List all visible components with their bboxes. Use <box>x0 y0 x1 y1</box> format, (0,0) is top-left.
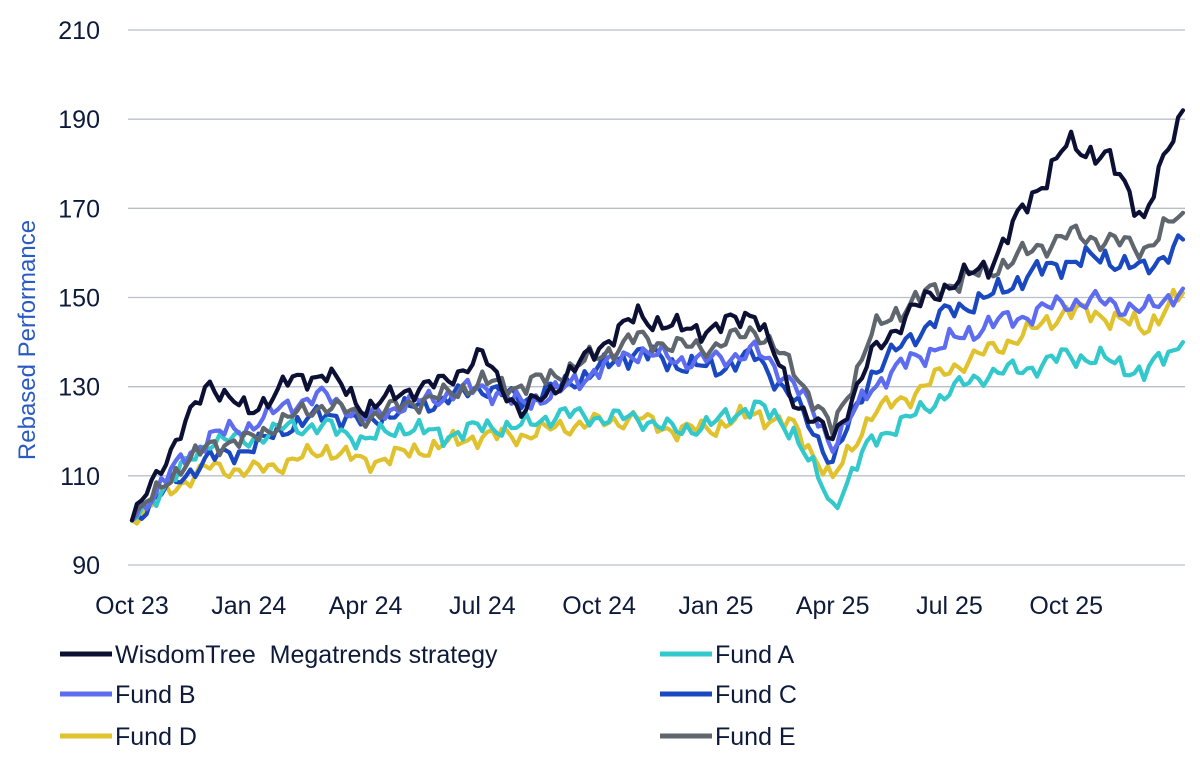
series-line <box>129 210 1186 523</box>
legend-label: Fund B <box>115 681 196 709</box>
legend-label: Fund E <box>715 723 796 751</box>
y-axis-ticks: 90 110 130 150 170 190 210 <box>58 17 100 580</box>
legend-item: Fund C <box>660 681 797 709</box>
series-line <box>129 286 1186 523</box>
legend-item: Fund A <box>660 641 795 669</box>
x-tick-label: Jul 25 <box>916 592 983 620</box>
legend-item: WisdomTree Megatrends strategy <box>60 641 498 669</box>
series-line <box>129 287 1186 526</box>
y-tick-label: 110 <box>60 463 100 491</box>
x-tick-label: Apr 24 <box>329 592 403 620</box>
legend-item: Fund D <box>60 723 197 751</box>
legend: WisdomTree Megatrends strategy Fund A Fund… <box>60 641 797 751</box>
legend-label: WisdomTree Megatrends strategy <box>115 641 498 669</box>
series-lines <box>129 108 1186 526</box>
gridlines <box>128 29 1185 566</box>
x-tick-label: Jan 25 <box>678 592 753 620</box>
y-tick-label: 190 <box>58 106 100 134</box>
y-tick-label: 150 <box>58 285 100 313</box>
x-tick-label: Oct 24 <box>562 592 636 620</box>
legend-label: Fund C <box>715 681 797 709</box>
y-tick-label: 130 <box>58 374 100 402</box>
x-tick-label: Apr 25 <box>796 592 870 620</box>
legend-label: Fund D <box>115 723 197 751</box>
series-line <box>129 108 1186 523</box>
series-line <box>129 340 1186 523</box>
x-tick-label: Oct 25 <box>1029 592 1103 620</box>
legend-item: Fund E <box>660 723 796 751</box>
x-axis-ticks: Oct 23 Jan 24 Apr 24 Jul 24 Oct 24 Jan 25 Apr … <box>95 592 1103 620</box>
y-tick-label: 170 <box>58 195 100 223</box>
x-tick-label: Oct 23 <box>95 592 169 620</box>
y-tick-label: 210 <box>58 17 100 45</box>
legend-label: Fund A <box>715 641 795 669</box>
x-tick-label: Jan 24 <box>211 592 286 620</box>
legend-item: Fund B <box>60 681 196 709</box>
y-axis-label: Rebased Performance <box>14 220 41 460</box>
x-tick-label: Jul 24 <box>449 592 516 620</box>
y-tick-label: 90 <box>72 552 100 580</box>
